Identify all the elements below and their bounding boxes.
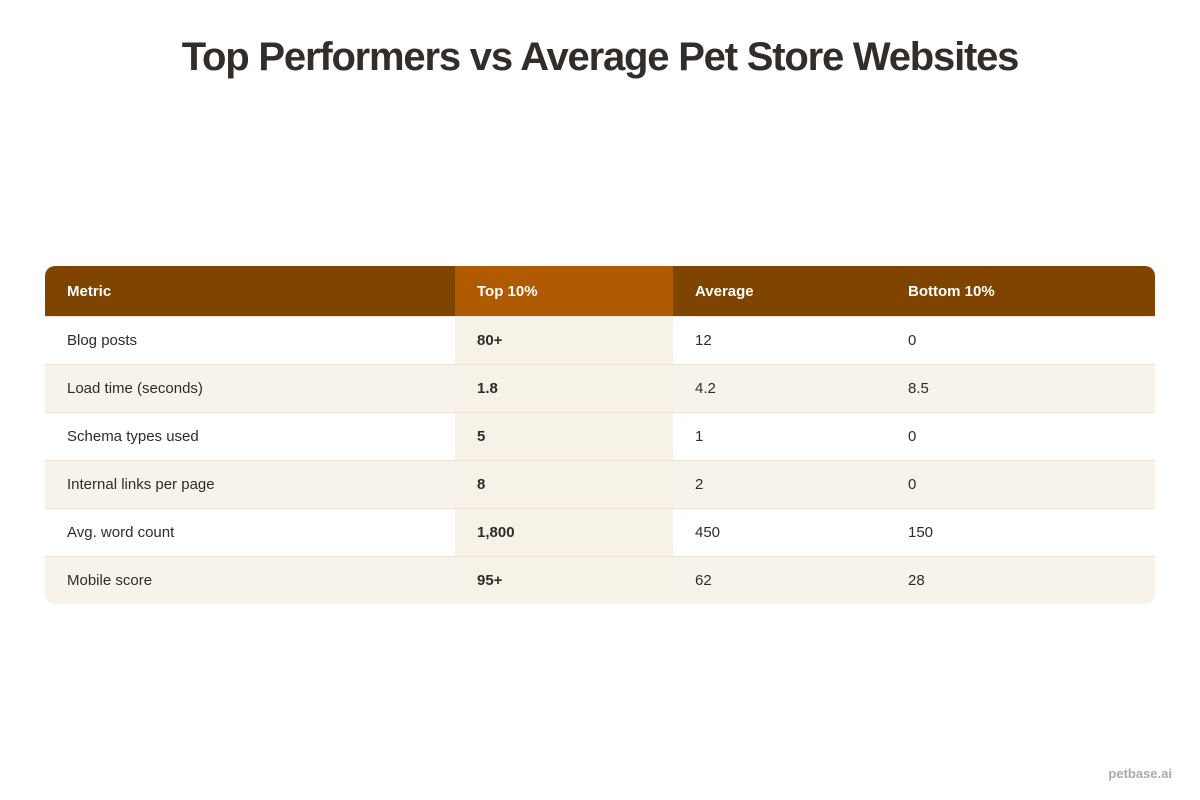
value-cell: 0	[908, 476, 917, 493]
table-row: Load time (seconds) 1.8 4.2 8.5	[45, 364, 1155, 412]
value-cell: 1,800	[455, 509, 673, 556]
value-cell: 95+	[455, 557, 673, 604]
page-title: Top Performers vs Average Pet Store Webs…	[181, 35, 1020, 79]
table-row: Internal links per page 8 2 0	[45, 460, 1155, 508]
metric-cell: Mobile score	[67, 572, 153, 589]
metric-cell: Avg. word count	[67, 524, 175, 541]
header-row: Metric Top 10% Average Bottom 10%	[45, 266, 1155, 316]
value-cell: 12	[695, 332, 712, 349]
value-cell: 5	[455, 413, 673, 460]
value-cell: 62	[695, 572, 712, 589]
column-header: Metric	[67, 282, 112, 300]
table-row: Schema types used 5 1 0	[45, 412, 1155, 460]
value-cell: 8.5	[908, 380, 929, 397]
column-header: Top 10%	[455, 266, 673, 316]
value-cell: 8	[455, 461, 673, 508]
value-cell: 4.2	[695, 380, 716, 397]
metric-cell: Load time (seconds)	[67, 380, 203, 397]
metric-cell: Internal links per page	[67, 476, 215, 493]
value-cell: 80+	[455, 317, 673, 364]
table-row: Mobile score 95+ 62 28	[45, 556, 1155, 604]
column-header: Bottom 10%	[908, 282, 995, 300]
value-cell: 1.8	[455, 365, 673, 412]
value-cell: 1	[695, 428, 704, 445]
metric-cell: Blog posts	[67, 332, 138, 349]
metric-cell: Schema types used	[67, 428, 199, 445]
comparison-table: Metric Top 10% Average Bottom 10% Blog posts…	[45, 266, 1155, 604]
table-row: Avg. word count 1,800 450 150	[45, 508, 1155, 556]
value-cell: 2	[695, 476, 704, 493]
value-cell: 450	[695, 524, 721, 541]
value-cell: 0	[908, 428, 917, 445]
brand: petbase.ai	[1108, 766, 1172, 781]
table-row: Blog posts 80+ 12 0	[45, 316, 1155, 364]
value-cell: 28	[908, 572, 925, 589]
value-cell: 0	[908, 332, 917, 349]
column-header: Average	[695, 282, 754, 300]
value-cell: 150	[908, 524, 934, 541]
